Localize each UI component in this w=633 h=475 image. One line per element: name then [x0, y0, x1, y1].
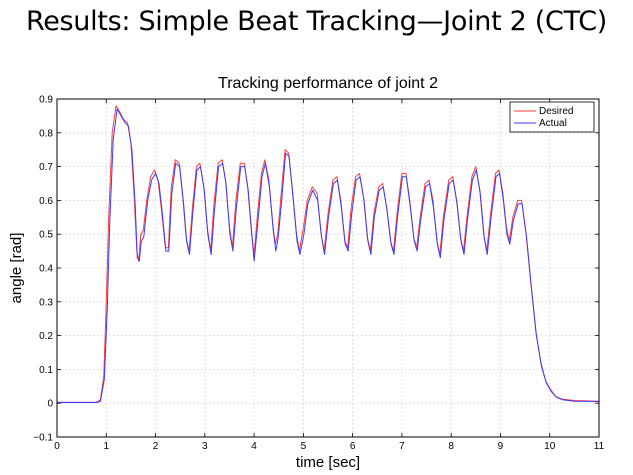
y-tick-label: 0.2 — [39, 331, 53, 342]
x-tick-label: 11 — [594, 441, 605, 452]
y-axis-label: angle [rad] — [8, 233, 25, 304]
slide-title: Results: Simple Beat Tracking—Joint 2 (C… — [25, 6, 607, 37]
chart-title: Tracking performance of joint 2 — [218, 75, 438, 92]
x-tick-label: 2 — [153, 441, 159, 452]
x-tick-label: 5 — [301, 441, 307, 452]
x-tick-label: 0 — [54, 441, 60, 452]
series-line-actual — [57, 108, 600, 403]
x-tick-label: 1 — [103, 441, 109, 452]
series-lines — [57, 105, 600, 403]
x-tick-label: 10 — [544, 441, 556, 452]
y-tick-label: 0.3 — [39, 297, 53, 308]
y-tick-label: 0.8 — [39, 128, 53, 139]
legend-label-actual: Actual — [539, 118, 567, 129]
y-tick-label: −0.1 — [33, 433, 53, 444]
plot-frame — [56, 98, 600, 438]
y-tick-label: 0.5 — [39, 230, 53, 241]
x-axis-label: time [sec] — [296, 454, 360, 471]
grid-lines — [57, 99, 599, 437]
legend-box — [509, 101, 595, 133]
x-tick-label: 6 — [350, 441, 356, 452]
y-tick-label: 0.7 — [39, 162, 53, 173]
y-tick-label: 0.6 — [39, 196, 53, 207]
y-tick-label: 0.1 — [39, 365, 53, 376]
legend: Desired Actual — [509, 101, 595, 133]
axis-ticks: 0 1 2 3 4 5 6 7 8 9 10 11−0.100.10.20.30.40.50.60.7… — [33, 95, 604, 453]
y-tick-label: 0 — [47, 399, 53, 410]
x-tick-label: 3 — [202, 441, 208, 452]
x-tick-label: 7 — [399, 441, 405, 452]
legend-label-desired: Desired — [539, 106, 573, 117]
y-tick-label: 0.9 — [39, 95, 53, 106]
x-tick-label: 8 — [448, 441, 454, 452]
y-tick-label: 0.4 — [39, 264, 53, 275]
x-tick-label: 9 — [498, 441, 504, 452]
series-line-desired — [57, 105, 600, 403]
x-tick-label: 4 — [251, 441, 257, 452]
